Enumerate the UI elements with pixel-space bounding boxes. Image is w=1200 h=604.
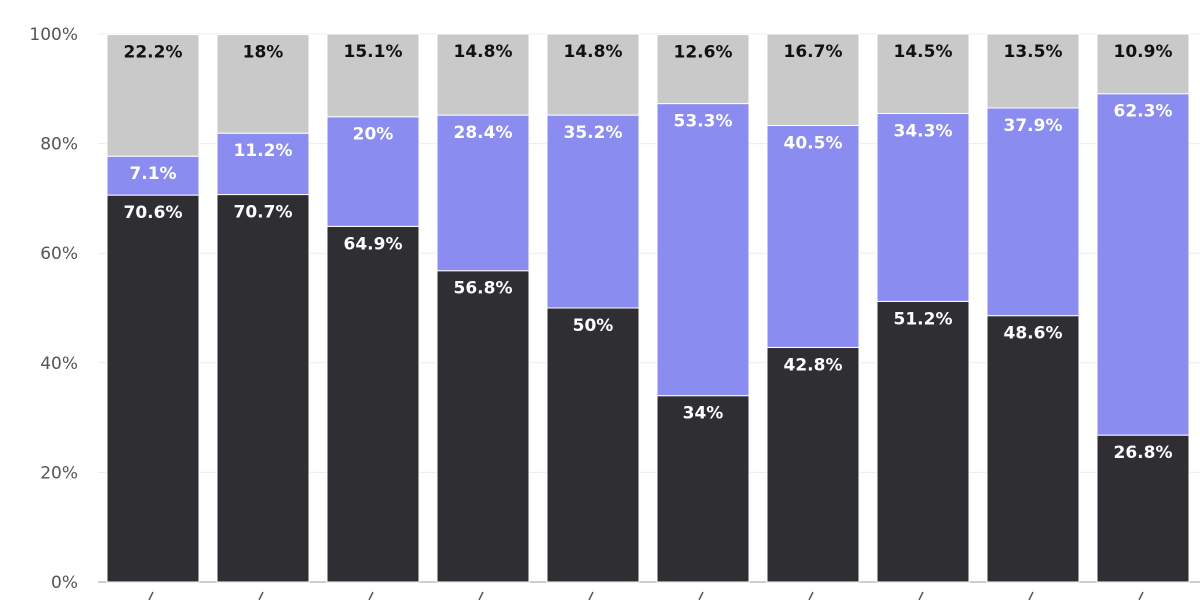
bar-segment-1-col-5: [546, 307, 640, 583]
data-label: 37.9%: [1004, 116, 1063, 136]
bar-segment-1-col-10: [1096, 434, 1190, 583]
bar-segment-1-col-8: [876, 300, 970, 583]
bar-segment-3-col-3: [326, 33, 420, 118]
data-label: 62.3%: [1114, 102, 1173, 122]
bar-segment-1-col-4: [436, 270, 530, 583]
bar-segment-1-col-6: [656, 395, 750, 583]
data-label: 64.9%: [344, 234, 403, 254]
data-label: 50%: [573, 316, 614, 336]
data-label: 14.8%: [564, 42, 623, 62]
bar-segment-3-col-4: [436, 33, 530, 116]
x-tick-mark: [588, 591, 594, 601]
bar-segment-2-col-6: [656, 103, 750, 397]
bar-segment-2-col-7: [766, 125, 860, 348]
data-label: 20%: [353, 125, 394, 145]
bar-segment-1-col-2: [216, 194, 310, 583]
x-tick-mark: [368, 591, 374, 601]
y-tick-label: 60%: [40, 244, 78, 264]
data-label: 13.5%: [1004, 42, 1063, 62]
x-tick-mark: [1138, 591, 1144, 601]
data-label: 34%: [683, 404, 724, 424]
y-tick-label: 0%: [51, 573, 78, 593]
bar-segment-3-col-6: [656, 34, 750, 105]
data-label: 14.5%: [894, 42, 953, 62]
data-label: 28.4%: [454, 123, 513, 143]
data-labels: 70.6% 7.1% 22.2% 70.7% 11.2% 18% 64.9% 20% 15.1%…: [124, 42, 1173, 463]
x-tick-mark: [148, 591, 154, 601]
y-tick-label: 100%: [29, 25, 78, 45]
x-tick-mark: [478, 591, 484, 601]
bar-segment-2-col-10: [1096, 93, 1190, 436]
bar-segment-2-col-8: [876, 112, 970, 302]
data-label: 48.6%: [1004, 324, 1063, 344]
data-label: 42.8%: [784, 355, 843, 375]
data-label: 14.8%: [454, 42, 513, 62]
data-label: 16.7%: [784, 42, 843, 62]
data-label: 18%: [243, 43, 284, 63]
data-label: 11.2%: [234, 141, 293, 161]
x-tick-mark: [1028, 591, 1034, 601]
data-label: 70.7%: [234, 203, 293, 223]
bar-segment-3-col-8: [876, 33, 970, 114]
bar-segment-3-col-7: [766, 33, 860, 127]
y-tick-label: 80%: [40, 135, 78, 155]
bars: [106, 33, 1190, 583]
data-label: 56.8%: [454, 279, 513, 299]
data-label: 53.3%: [674, 112, 733, 132]
bar-segment-3-col-5: [546, 33, 640, 116]
data-label: 10.9%: [1114, 42, 1173, 62]
data-label: 70.6%: [124, 203, 183, 223]
y-tick-label: 20%: [40, 463, 78, 483]
data-label: 26.8%: [1114, 443, 1173, 463]
bar-segment-2-col-3: [326, 116, 420, 227]
data-label: 15.1%: [344, 42, 403, 62]
bar-segment-3-col-9: [986, 33, 1080, 109]
x-tick-mark: [698, 591, 704, 601]
bar-segment-2-col-2: [216, 132, 310, 196]
bar-segment-1-col-9: [986, 315, 1080, 583]
x-tick-mark: [808, 591, 814, 601]
bar-segment-1-col-3: [326, 225, 420, 583]
x-axis-ticks: [148, 591, 1144, 601]
data-label: 35.2%: [564, 123, 623, 143]
data-label: 40.5%: [784, 134, 843, 154]
bar-segment-2-col-9: [986, 107, 1080, 317]
bar-segment-2-col-4: [436, 114, 530, 272]
bar-segment-3-col-2: [216, 34, 310, 134]
data-label: 34.3%: [894, 121, 953, 141]
bar-segment-1-col-7: [766, 346, 860, 583]
x-tick-mark: [918, 591, 924, 601]
data-label: 7.1%: [129, 164, 176, 184]
bar-segment-3-col-1: [106, 34, 200, 157]
y-tick-label: 40%: [40, 354, 78, 374]
bar-segment-1-col-1: [106, 194, 200, 583]
bar-segment-3-col-10: [1096, 33, 1190, 95]
data-label: 22.2%: [124, 43, 183, 63]
data-label: 12.6%: [674, 43, 733, 63]
y-axis-tick-labels: 0% 20% 40% 60% 80% 100%: [29, 25, 78, 593]
x-tick-mark: [258, 591, 264, 601]
bar-segment-2-col-5: [546, 114, 640, 309]
bar-segment-2-col-1: [106, 155, 200, 196]
data-label: 51.2%: [894, 309, 953, 329]
